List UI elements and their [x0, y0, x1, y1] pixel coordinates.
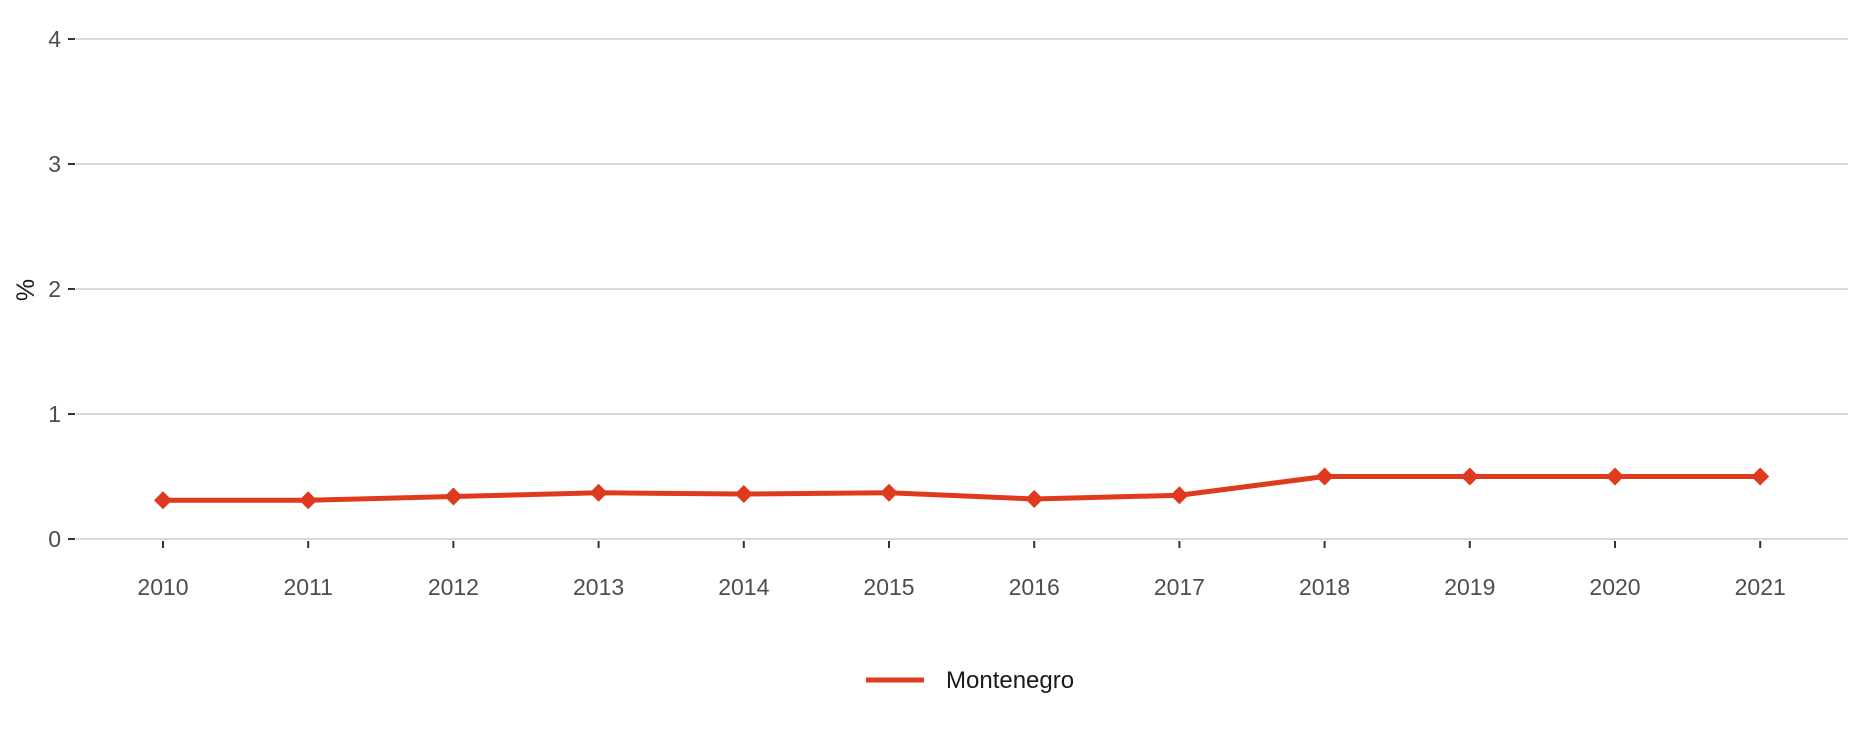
x-tick-label-2013: 2013: [573, 574, 624, 600]
data-point-2015: [880, 483, 898, 502]
data-point-2012: [444, 487, 463, 506]
points-layer: [154, 467, 1770, 510]
data-point-2017: [1170, 486, 1189, 505]
legend-label-montenegro: Montenegro: [946, 667, 1074, 694]
y-axis: 0 1 2 3 4: [48, 26, 75, 552]
x-axis: 2010 2011 2012 2013 2014 2015 2016 2017 2018 2019…: [137, 541, 1786, 600]
x-tick-label-2011: 2011: [283, 574, 332, 600]
x-tick-label-2018: 2018: [1299, 574, 1350, 600]
y-axis-title: %: [12, 279, 40, 301]
data-point-2020: [1606, 467, 1624, 486]
data-point-2019: [1460, 467, 1479, 486]
data-point-2021: [1751, 467, 1770, 486]
series-line-montenegro: [160, 474, 1763, 503]
series-layer: [160, 474, 1763, 503]
data-point-2011: [299, 491, 318, 510]
data-point-2016: [1025, 490, 1044, 508]
x-tick-label-2015: 2015: [863, 574, 914, 600]
legend: Montenegro: [866, 667, 1074, 694]
y-tick-label-2: 2: [48, 276, 61, 302]
x-tick-label-2017: 2017: [1154, 574, 1205, 600]
gridlines: [76, 38, 1848, 540]
x-tick-label-2016: 2016: [1009, 574, 1060, 600]
data-point-2013: [589, 483, 608, 502]
x-tick-label-2020: 2020: [1589, 574, 1640, 600]
data-point-2014: [734, 485, 753, 503]
y-tick-label-1: 1: [48, 401, 61, 427]
data-point-2010: [154, 491, 172, 510]
y-tick-label-4: 4: [48, 26, 61, 52]
x-tick-label-2010: 2010: [137, 574, 188, 600]
data-point-2018: [1315, 467, 1334, 486]
y-tick-label-3: 3: [48, 151, 61, 177]
y-tick-label-0: 0: [48, 526, 61, 552]
x-tick-label-2012: 2012: [428, 574, 479, 600]
x-tick-label-2019: 2019: [1444, 574, 1495, 600]
x-tick-label-2021: 2021: [1735, 574, 1786, 600]
x-tick-label-2014: 2014: [718, 574, 769, 600]
